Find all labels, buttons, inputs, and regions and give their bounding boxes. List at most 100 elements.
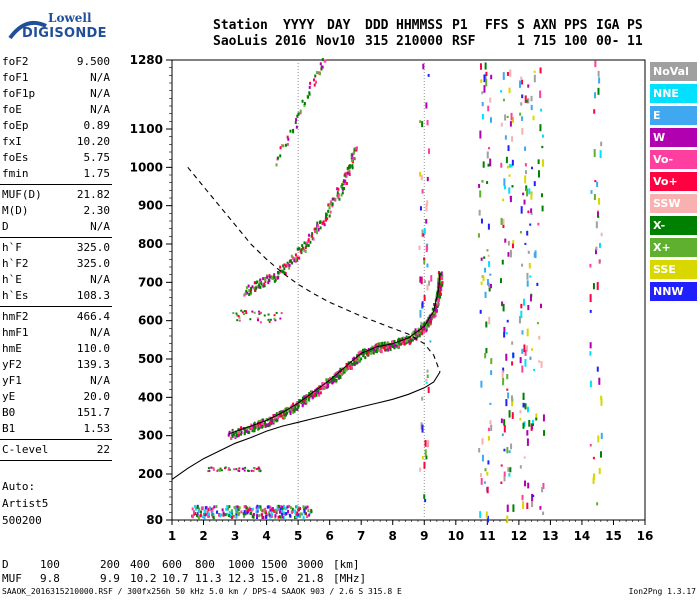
echo-mark [436, 305, 439, 309]
param-row-hme: hmE 110.0 [0, 341, 112, 357]
echo-mark [509, 195, 512, 203]
echo-mark [288, 513, 291, 517]
echo-mark [411, 332, 414, 336]
echo-mark [503, 185, 506, 190]
echo-mark [508, 473, 511, 477]
echo-mark [258, 312, 261, 315]
echo-mark [348, 362, 351, 366]
echo-mark [486, 249, 489, 252]
param-row-foep: foEp 0.89 [0, 118, 112, 134]
echo-mark [489, 402, 492, 405]
echo-mark [301, 246, 304, 250]
echo-mark [277, 271, 280, 275]
echo-mark [504, 238, 507, 243]
echo-mark [252, 470, 255, 473]
echo-mark [357, 351, 360, 355]
echo-mark [526, 345, 529, 352]
echo-mark [416, 335, 419, 339]
echo-mark [378, 342, 381, 346]
echo-mark [329, 200, 332, 204]
echo-mark [374, 349, 377, 353]
x-tick-label: 14 [574, 529, 591, 543]
echo-mark [255, 281, 258, 285]
echo-mark [292, 408, 295, 412]
echo-mark [519, 80, 522, 88]
echo-mark [327, 383, 330, 387]
echo-mark [539, 124, 542, 132]
echo-mark [500, 464, 503, 467]
muf-cell: [MHz] [333, 572, 367, 585]
echo-mark [525, 185, 528, 192]
echo-mark [225, 507, 228, 511]
echo-mark [269, 421, 272, 425]
echo-mark [521, 263, 524, 267]
echo-mark [396, 341, 399, 345]
echo-mark [215, 505, 218, 509]
echo-mark [421, 323, 424, 327]
echo-mark [524, 403, 527, 410]
echo-mark [357, 358, 360, 362]
header-hhmmss-label: HHMMSS [396, 18, 443, 33]
param-label: B0 [2, 406, 16, 419]
echo-mark [336, 187, 339, 191]
echo-mark [286, 142, 289, 146]
param-divider [0, 237, 112, 238]
echo-mark [253, 467, 256, 470]
echo-mark [242, 467, 245, 470]
echo-mark [352, 156, 355, 160]
echo-mark [253, 421, 256, 425]
echo-mark [341, 186, 344, 190]
echo-mark [511, 242, 514, 249]
echo-mark [485, 347, 488, 354]
echo-mark [489, 158, 492, 167]
echo-mark [224, 513, 227, 517]
echo-mark [526, 230, 529, 236]
echo-mark [486, 181, 489, 184]
muf-cell: 400 [130, 558, 150, 571]
echo-mark [213, 505, 216, 509]
echo-mark [333, 373, 336, 377]
echo-mark [537, 170, 540, 178]
echo-mark [597, 87, 600, 95]
software-version: Ion2Png 1.3.17 [628, 587, 696, 596]
echo-mark [319, 391, 322, 395]
echo-mark [205, 512, 208, 516]
echo-mark [511, 361, 514, 366]
echo-mark [280, 410, 283, 414]
param-value: N/A [90, 326, 110, 339]
header-axn-label: AXN [533, 18, 557, 33]
echo-mark [299, 111, 302, 115]
echo-mark [381, 341, 384, 345]
echo-mark [236, 505, 239, 509]
echo-mark [238, 467, 241, 470]
echo-mark [268, 511, 271, 515]
echo-mark [521, 365, 524, 373]
echo-mark [384, 348, 387, 352]
echo-mark [316, 389, 319, 393]
echo-mark [346, 171, 349, 175]
echo-mark [299, 507, 302, 511]
echo-mark [597, 215, 600, 218]
echo-mark [288, 504, 291, 508]
echo-mark [266, 275, 269, 279]
y-tick-label: 1100 [130, 122, 163, 136]
x-tick-label: 6 [325, 529, 333, 543]
echo-mark [479, 190, 482, 198]
echo-mark [499, 278, 502, 284]
echo-mark [341, 183, 344, 187]
echo-mark [589, 263, 592, 268]
param-value: 325.0 [76, 241, 110, 254]
echo-mark [289, 506, 292, 510]
echo-mark [293, 257, 296, 261]
echo-mark [522, 501, 525, 509]
echo-mark [353, 151, 356, 155]
echo-mark [281, 414, 284, 418]
echo-mark [258, 514, 261, 518]
echo-mark [259, 422, 262, 426]
echo-mark [525, 100, 528, 103]
echo-mark [244, 466, 247, 469]
echo-mark [489, 273, 492, 276]
echo-mark [431, 307, 434, 311]
echo-mark [526, 280, 529, 287]
